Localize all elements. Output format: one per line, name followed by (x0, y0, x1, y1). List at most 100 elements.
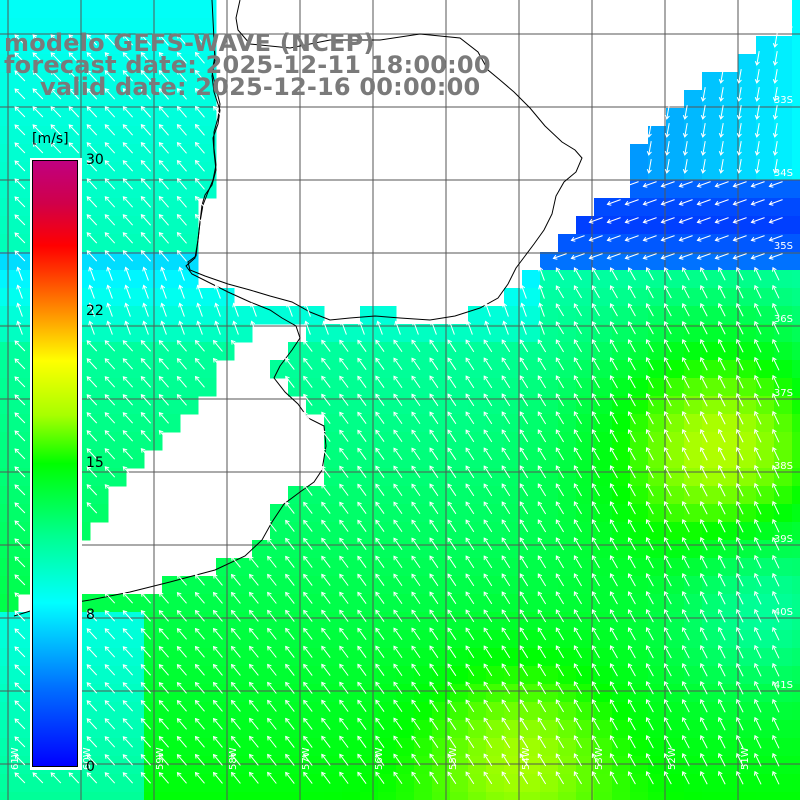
speed-cell (738, 450, 757, 469)
speed-cell (630, 630, 649, 649)
wind-arrow (321, 556, 331, 568)
wind-arrow-head (249, 645, 254, 651)
speed-cell (756, 450, 775, 469)
speed-cell (720, 414, 739, 433)
speed-cell (468, 324, 487, 343)
wind-arrow-head (249, 717, 254, 723)
wind-arrow (483, 339, 493, 353)
wind-arrow (521, 285, 527, 299)
wind-arrow-head (357, 699, 362, 705)
wind-arrow (339, 664, 349, 676)
wind-arrow (125, 285, 131, 299)
wind-arrow-head (411, 339, 416, 345)
wind-arrow-head (501, 771, 507, 777)
wind-arrow-head (678, 182, 684, 188)
speed-cell (270, 738, 289, 757)
wind-arrow (736, 717, 744, 731)
wind-arrow (86, 502, 98, 514)
wind-arrow (754, 393, 762, 407)
speed-cell (396, 450, 415, 469)
wind-arrow-head (736, 79, 742, 84)
wind-arrow-head (519, 483, 525, 489)
wind-arrow (393, 663, 403, 677)
wind-arrow-head (212, 753, 218, 759)
speed-cell (630, 504, 649, 523)
speed-cell (270, 522, 289, 541)
wind-arrow (104, 592, 116, 604)
wind-arrow (610, 555, 618, 569)
speed-cell (36, 0, 55, 19)
speed-cell (288, 540, 307, 559)
wind-arrow-head (393, 681, 398, 687)
wind-arrow-head (682, 169, 688, 174)
wind-arrow (231, 772, 241, 784)
wind-arrow-head (483, 717, 489, 723)
wind-arrow-head (682, 133, 688, 138)
wind-arrow-head (212, 609, 218, 615)
wind-arrow (682, 735, 690, 749)
wind-arrow-head (122, 34, 128, 39)
speed-cell (126, 306, 145, 325)
wind-arrow-head (591, 483, 597, 488)
wind-arrow (323, 321, 329, 335)
wind-arrow-head (555, 429, 561, 435)
wind-arrow (465, 357, 475, 371)
speed-cell (738, 360, 757, 379)
wind-arrow (684, 105, 688, 119)
lat-label: 32S (774, 21, 793, 32)
wind-arrow (357, 484, 367, 496)
wind-arrow-head (122, 394, 128, 399)
speed-cell (360, 396, 379, 415)
wind-arrow-head (645, 699, 651, 704)
speed-cell (126, 360, 145, 379)
speed-cell (198, 18, 217, 37)
wind-arrow (682, 411, 690, 425)
wind-arrow-head (393, 393, 398, 399)
speed-cell (630, 324, 649, 343)
speed-cell (648, 180, 667, 199)
wind-arrow-head (501, 375, 507, 381)
speed-cell (684, 360, 703, 379)
wind-arrow-head (104, 754, 110, 759)
wind-arrow (592, 267, 600, 281)
wind-arrow (751, 199, 765, 205)
wind-arrow (700, 303, 708, 317)
wind-arrow-head (321, 699, 326, 705)
wind-arrow-head (14, 394, 20, 400)
wind-arrow (122, 340, 134, 352)
wind-arrow (501, 573, 511, 587)
wind-arrow (555, 285, 565, 299)
wind-arrow (646, 735, 654, 749)
wind-arrow-head (429, 645, 434, 651)
speed-cell (108, 288, 127, 307)
wind-arrow (646, 555, 654, 569)
wind-arrow (736, 627, 744, 641)
wind-arrow (754, 285, 762, 299)
speed-cell (180, 738, 199, 757)
wind-arrow (14, 700, 26, 712)
wind-arrow-head (285, 573, 290, 579)
wind-arrow-head (555, 753, 561, 759)
speed-cell (0, 198, 19, 217)
speed-cell (90, 774, 109, 793)
wind-arrow-head (158, 610, 164, 615)
speed-cell (594, 666, 613, 685)
wind-arrow-head (176, 123, 182, 129)
wind-arrow-head (609, 609, 615, 614)
speed-cell (666, 576, 685, 595)
wind-arrow-head (393, 537, 398, 543)
speed-cell (720, 540, 739, 559)
wind-arrow (664, 573, 672, 587)
wind-arrow (754, 321, 762, 335)
wind-arrow (159, 178, 169, 190)
wind-arrow (664, 321, 672, 335)
wind-arrow (756, 87, 760, 101)
wind-arrow (736, 555, 744, 569)
wind-arrow (231, 574, 241, 586)
speed-cell (666, 180, 685, 199)
wind-arrow (592, 519, 600, 533)
wind-arrow (519, 663, 529, 677)
wind-arrow (17, 285, 23, 299)
wind-arrow (485, 321, 491, 335)
wind-arrow (249, 736, 259, 748)
